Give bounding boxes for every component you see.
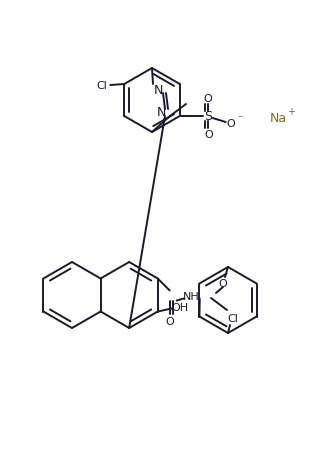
Text: OH: OH [171,303,188,312]
Text: N: N [156,106,166,119]
Text: Cl: Cl [227,314,238,324]
Text: N: N [153,84,163,97]
Text: +: + [287,107,295,117]
Text: O: O [165,317,174,326]
Text: S: S [204,109,212,122]
Text: O: O [226,119,235,129]
Text: O: O [219,279,227,289]
Text: NH: NH [183,292,200,301]
Text: Na: Na [270,112,286,125]
Text: O: O [204,130,213,140]
Text: O: O [203,94,212,104]
Text: Cl: Cl [97,81,108,91]
Text: ⁻: ⁻ [237,114,242,124]
